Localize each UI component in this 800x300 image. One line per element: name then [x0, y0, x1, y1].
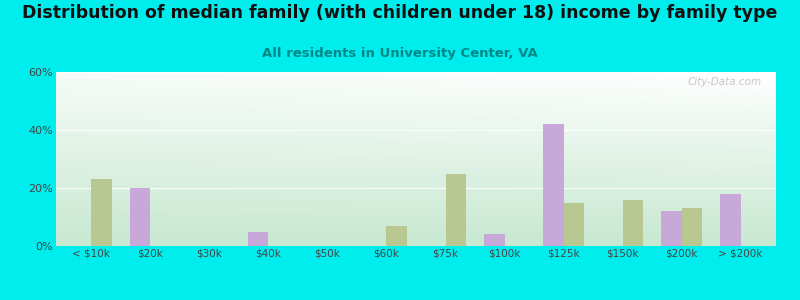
Text: All residents in University Center, VA: All residents in University Center, VA: [262, 46, 538, 59]
Bar: [248, 232, 269, 246]
Bar: [130, 188, 150, 246]
Bar: [543, 124, 563, 246]
Bar: [720, 194, 741, 246]
Bar: [446, 173, 466, 246]
Bar: [386, 226, 407, 246]
Text: City-Data.com: City-Data.com: [687, 77, 762, 87]
Bar: [661, 211, 682, 246]
Bar: [91, 179, 112, 246]
Bar: [484, 234, 505, 246]
Text: Distribution of median family (with children under 18) income by family type: Distribution of median family (with chil…: [22, 4, 778, 22]
Bar: [622, 200, 643, 246]
Bar: [563, 202, 584, 246]
Bar: [682, 208, 702, 246]
